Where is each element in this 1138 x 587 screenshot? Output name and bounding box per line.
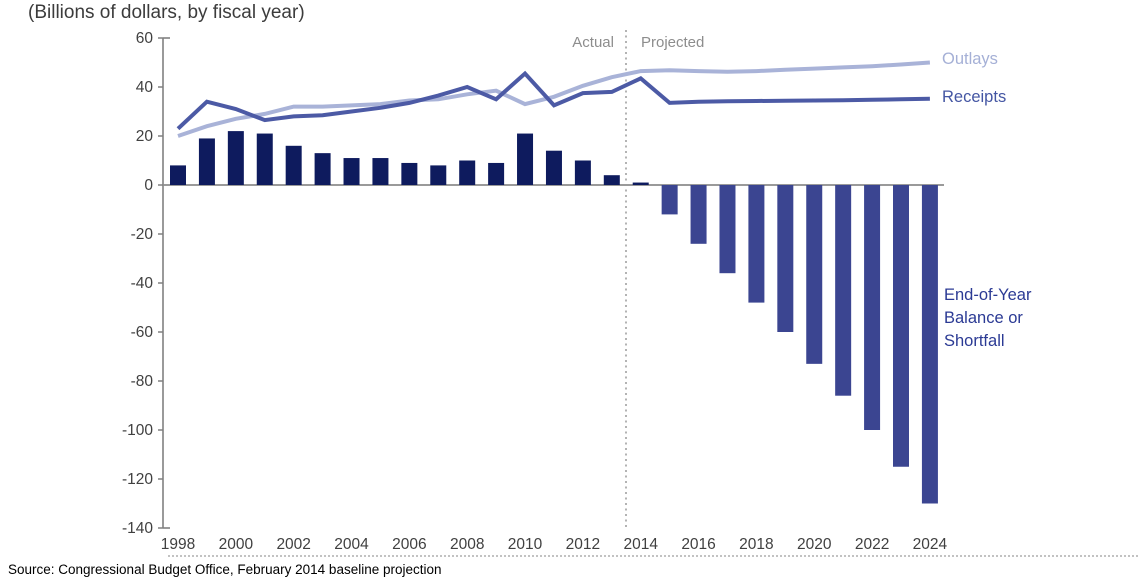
y-tick-label-20: 20 — [136, 128, 154, 145]
bar-2020 — [806, 185, 823, 364]
x-tick-label-2010: 2010 — [508, 536, 543, 553]
y-tick-label--60: -60 — [131, 324, 154, 341]
x-tick-label-2022: 2022 — [855, 536, 889, 553]
receipts-line — [176, 70, 930, 131]
y-tick-label--120: -120 — [122, 471, 153, 488]
receipts-series-label: Receipts — [942, 88, 1007, 106]
bar-2001 — [256, 133, 273, 185]
chart-title: (Billions of dollars, by fiscal year) — [28, 2, 305, 23]
x-tick-label-2006: 2006 — [392, 536, 426, 553]
bar-2003 — [314, 153, 331, 185]
bar-2023 — [893, 185, 909, 467]
x-tick-label-2000: 2000 — [219, 536, 254, 553]
x-tick-label-2018: 2018 — [739, 536, 773, 553]
bar-2022 — [864, 185, 881, 430]
bar-2017 — [719, 185, 736, 274]
outlays-series-label: Outlays — [942, 50, 998, 68]
x-tick-label-2016: 2016 — [681, 536, 715, 553]
bar-2005 — [372, 158, 389, 185]
y-tick-label-60: 60 — [136, 30, 154, 47]
y-tick-label--80: -80 — [131, 373, 154, 390]
outlays-line — [177, 60, 931, 138]
bar-2007 — [430, 165, 447, 185]
bar-1999 — [198, 138, 215, 185]
projected-zone-label: Projected — [641, 34, 705, 51]
bar-2016 — [690, 185, 707, 244]
y-tick-label--40: -40 — [131, 275, 154, 292]
bar-2008 — [459, 160, 476, 185]
y-tick-label--20: -20 — [131, 226, 154, 243]
bar-2014 — [632, 182, 649, 185]
bar-2011 — [545, 150, 562, 185]
balance-series-label: End-of-Year Balance or Shortfall — [944, 286, 1032, 350]
bar-2024 — [921, 185, 938, 504]
bar-2006 — [401, 162, 418, 185]
bar-2009 — [488, 162, 505, 185]
x-tick-label-2024: 2024 — [913, 536, 948, 553]
x-tick-label-2020: 2020 — [797, 536, 832, 553]
bar-2000 — [227, 131, 244, 185]
bar-2018 — [748, 185, 765, 303]
y-tick-label--140: -140 — [122, 520, 153, 537]
x-tick-label-2004: 2004 — [334, 536, 369, 553]
bar-1998 — [170, 165, 186, 185]
x-tick-label-2008: 2008 — [450, 536, 484, 553]
x-tick-label-2012: 2012 — [566, 536, 600, 553]
actual-zone-label: Actual — [572, 34, 614, 51]
bar-2015 — [661, 185, 678, 215]
y-tick-label-0: 0 — [144, 177, 153, 194]
bar-2004 — [343, 158, 360, 185]
bar-2002 — [285, 145, 302, 185]
x-tick-label-2014: 2014 — [623, 536, 658, 553]
footer-divider-rule — [168, 555, 1138, 557]
bar-2010 — [517, 133, 534, 185]
x-tick-label-2002: 2002 — [276, 536, 310, 553]
bar-2021 — [835, 185, 852, 396]
x-tick-label-1998: 1998 — [161, 536, 195, 553]
y-tick-label-40: 40 — [136, 79, 154, 96]
bar-2019 — [777, 185, 794, 332]
bar-2013 — [603, 175, 620, 185]
source-note: Source: Congressional Budget Office, Feb… — [8, 562, 442, 577]
bar-2012 — [574, 160, 591, 185]
y-tick-label--100: -100 — [122, 422, 153, 439]
